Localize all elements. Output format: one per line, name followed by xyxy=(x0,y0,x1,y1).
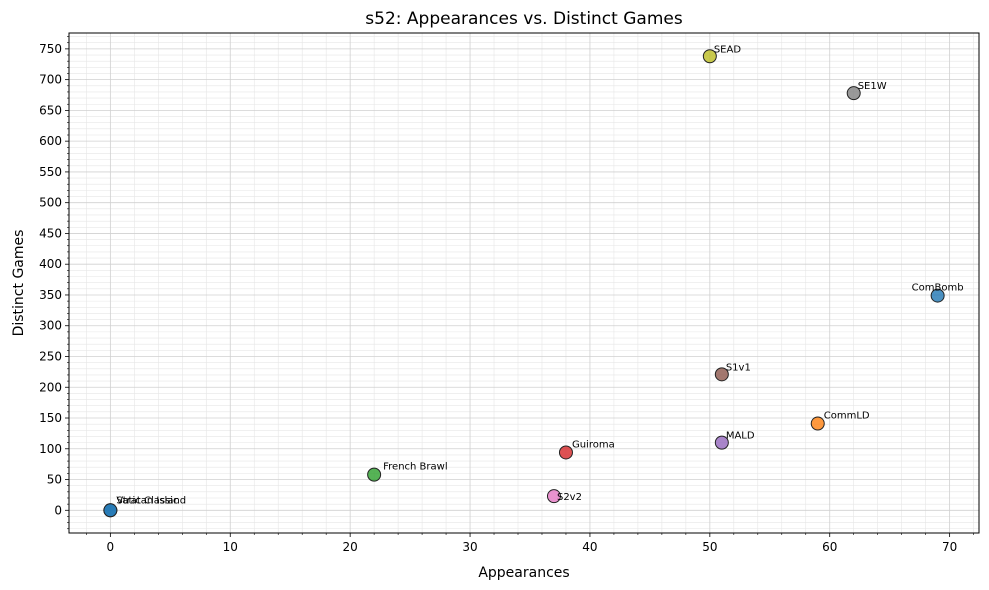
data-point xyxy=(714,367,729,382)
axes-frame xyxy=(68,32,980,534)
y-axis-title: Distinct Games xyxy=(11,230,27,337)
data-point xyxy=(103,503,118,518)
x-tick-label: 10 xyxy=(223,540,238,554)
x-tick-label: 30 xyxy=(462,540,477,554)
y-tick-label: 550 xyxy=(39,165,62,179)
y-tick-label: 650 xyxy=(39,103,62,117)
data-point xyxy=(702,49,717,64)
x-tick-label: 70 xyxy=(942,540,957,554)
y-tick-label: 300 xyxy=(39,319,62,333)
y-tick-label: 500 xyxy=(39,196,62,210)
y-tick-label: 150 xyxy=(39,411,62,425)
data-point xyxy=(810,416,825,431)
data-point-label: Vatican Island xyxy=(116,495,186,506)
y-tick-label: 250 xyxy=(39,349,62,363)
y-tick-label: 700 xyxy=(39,73,62,87)
data-point xyxy=(367,467,382,482)
data-point-label: MALD xyxy=(726,431,755,442)
data-point xyxy=(930,288,945,303)
y-tick-label: 600 xyxy=(39,134,62,148)
y-tick-label: 350 xyxy=(39,288,62,302)
data-point xyxy=(546,489,561,504)
y-tick-label: 450 xyxy=(39,226,62,240)
x-tick-label: 20 xyxy=(343,540,358,554)
y-tick-label: 50 xyxy=(47,473,62,487)
x-tick-label: 60 xyxy=(822,540,837,554)
chart-title: s52: Appearances vs. Distinct Games xyxy=(365,9,683,29)
data-point-label: S1v1 xyxy=(726,362,751,373)
x-tick-label: 0 xyxy=(107,540,115,554)
data-point-label: Strat Classic xyxy=(116,495,178,506)
data-point-label: Guiroma xyxy=(572,439,615,450)
data-point-label: French Brawl xyxy=(383,462,447,473)
x-tick-label: 40 xyxy=(582,540,597,554)
data-point-label: ComBomb xyxy=(912,283,964,294)
data-point xyxy=(558,445,573,460)
y-tick-label: 400 xyxy=(39,257,62,271)
data-point xyxy=(846,86,861,101)
x-tick-label: 50 xyxy=(702,540,717,554)
data-point-label: SE1W xyxy=(858,81,887,92)
y-tick-label: 0 xyxy=(54,503,62,517)
y-tick-label: 750 xyxy=(39,42,62,56)
data-point xyxy=(714,435,729,450)
data-point-label: S2v2 xyxy=(557,492,582,503)
data-point-label: CommLD xyxy=(824,411,870,422)
y-tick-label: 100 xyxy=(39,442,62,456)
plot-area: 0 10 20 30 40 50 60 700501001502002503003504004… xyxy=(39,32,980,554)
data-point-label: SEAD xyxy=(714,44,742,55)
x-axis-title: Appearances xyxy=(478,565,569,581)
y-tick-label: 200 xyxy=(39,380,62,394)
